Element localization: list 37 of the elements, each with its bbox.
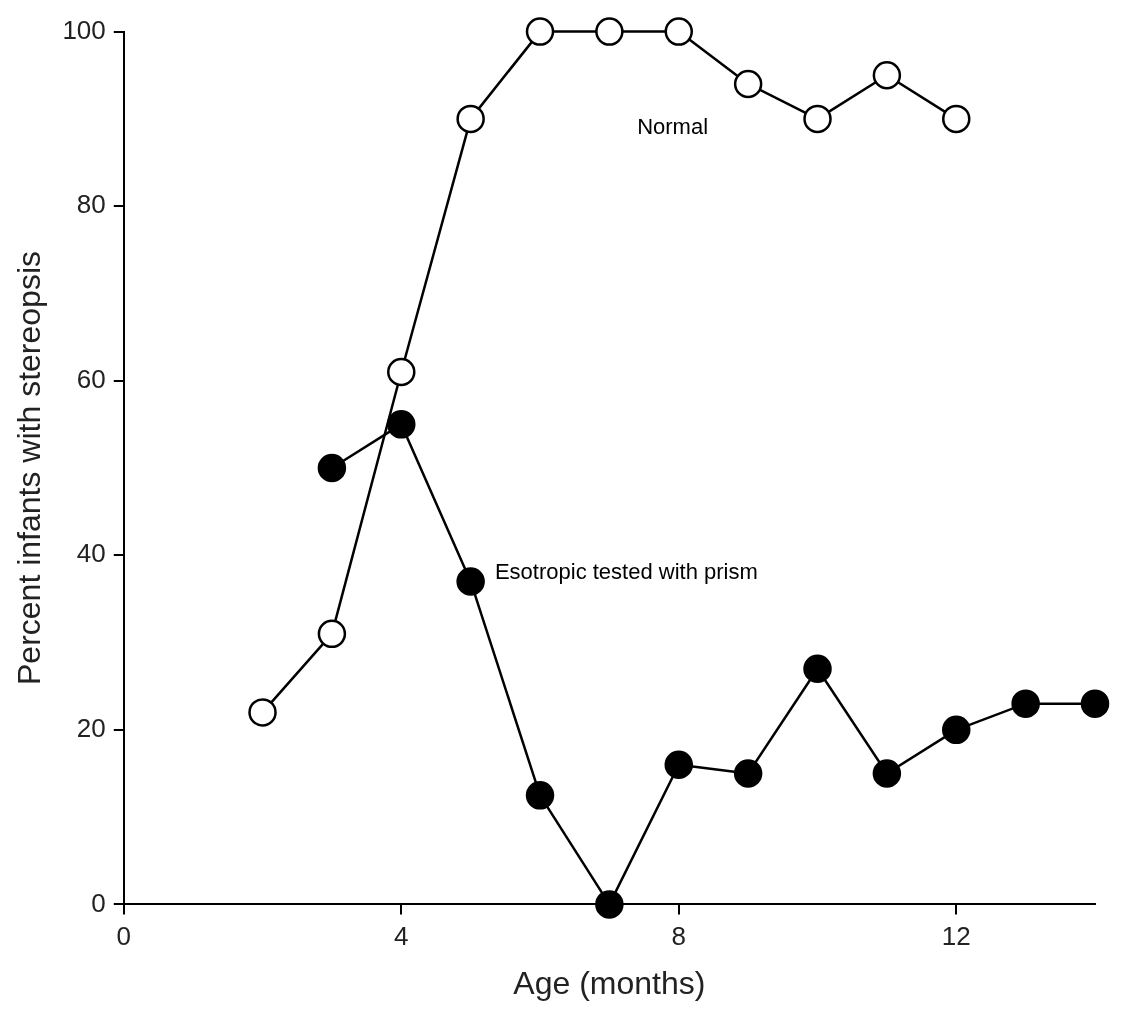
- y-tick-label: 40: [76, 538, 106, 569]
- point: [595, 890, 624, 919]
- point: [317, 453, 347, 483]
- point: [1011, 689, 1040, 718]
- point: [387, 410, 416, 439]
- point: [525, 17, 555, 46]
- point: [387, 357, 416, 387]
- y-tick-label: 100: [62, 14, 106, 45]
- point: [872, 759, 902, 788]
- point: [248, 698, 277, 727]
- x-tick-label: 12: [941, 921, 971, 952]
- series-label: Normal: [637, 113, 709, 139]
- point: [317, 619, 347, 649]
- x-tick-label: 0: [116, 921, 132, 952]
- point: [733, 69, 763, 99]
- point: [803, 654, 832, 683]
- y-tick-label: 20: [76, 713, 106, 744]
- point: [525, 781, 555, 810]
- series-label: Esotropic tested with prism: [494, 558, 758, 584]
- y-axis-title: Percent infants with stereopsis: [11, 251, 48, 685]
- point: [872, 60, 902, 90]
- point: [664, 750, 694, 779]
- point: [942, 715, 971, 745]
- y-tick-label: 80: [76, 189, 106, 220]
- y-tick-label: 60: [76, 363, 106, 394]
- x-axis-title: Age (months): [513, 964, 706, 1001]
- point: [942, 104, 971, 134]
- point: [664, 17, 694, 46]
- point: [803, 104, 832, 134]
- y-tick-label: 0: [91, 887, 106, 918]
- point: [733, 759, 763, 788]
- x-tick-label: 4: [394, 921, 409, 952]
- point: [456, 567, 485, 596]
- point: [456, 104, 485, 134]
- point: [595, 17, 624, 46]
- point: [1080, 689, 1110, 718]
- x-tick-label: 8: [671, 921, 686, 952]
